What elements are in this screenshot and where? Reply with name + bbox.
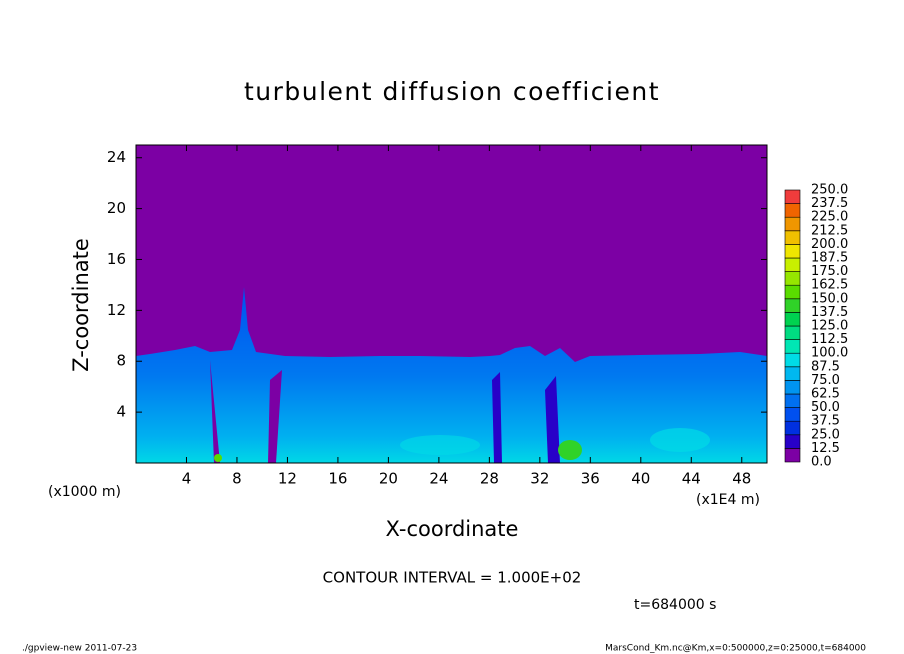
x-tick-label: 44 — [682, 470, 701, 488]
colorbar-label: 200.0 — [811, 237, 848, 252]
colorbar-label: 125.0 — [811, 319, 848, 334]
colorbar-box — [784, 366, 801, 381]
field — [136, 145, 767, 463]
colorbar-box — [784, 339, 801, 354]
colorbar-box — [784, 216, 801, 232]
colorbar-label: 50.0 — [811, 400, 840, 415]
colorbar-label: 12.5 — [811, 441, 840, 456]
colorbar-box — [784, 407, 801, 422]
colorbar-box — [784, 189, 801, 204]
colorbar-box — [784, 203, 801, 218]
x-unit-left: (x1000 m) — [48, 484, 121, 500]
plot-frame — [135, 144, 768, 464]
contour-interval: CONTOUR INTERVAL = 1.000E+02 — [323, 569, 582, 587]
colorbar-label: 100.0 — [811, 346, 848, 361]
y-axis-label: Z-coordinate — [69, 238, 93, 372]
colorbar-box — [784, 380, 801, 395]
colorbar-label: 112.5 — [811, 332, 848, 347]
y-tick-label: 4 — [116, 403, 126, 421]
x-tick-label: 8 — [232, 470, 242, 488]
colorbar-label: 87.5 — [811, 359, 840, 374]
x-axis-label: X-coordinate — [386, 517, 519, 541]
colorbar-box — [784, 325, 801, 340]
x-tick-label: 48 — [732, 470, 751, 488]
colorbar-label: 25.0 — [811, 427, 840, 442]
time-label: t=684000 s — [634, 597, 716, 613]
colorbar-label: 62.5 — [811, 387, 840, 402]
x-tick-label: 36 — [581, 470, 600, 488]
chart-title: turbulent diffusion coefficient — [244, 77, 660, 106]
y-tick-label: 24 — [107, 148, 126, 166]
x-tick-label: 16 — [328, 470, 347, 488]
y-tick-label: 8 — [116, 352, 126, 370]
colorbar-box — [784, 393, 801, 408]
x-tick-label: 32 — [530, 470, 549, 488]
x-tick-label: 12 — [278, 470, 297, 488]
colorbar-box — [784, 434, 801, 449]
colorbar-label: 150.0 — [811, 291, 848, 306]
colorbar-label: 212.5 — [811, 223, 848, 238]
colorbar-label: 237.5 — [811, 196, 848, 211]
y-tick-label: 16 — [107, 250, 126, 268]
colorbar-label: 37.5 — [811, 414, 840, 429]
colorbar-box — [784, 352, 801, 368]
colorbar-box — [784, 244, 801, 259]
x-tick-label: 28 — [480, 470, 499, 488]
colorbar-box — [784, 230, 801, 245]
y-tick-label: 12 — [107, 301, 126, 319]
y-tick-label: 20 — [107, 199, 126, 217]
x-tick-label: 24 — [429, 470, 448, 488]
x-tick-label: 20 — [379, 470, 398, 488]
colorbar-label: 250.0 — [811, 183, 848, 198]
x-unit-right: (x1E4 m) — [696, 492, 760, 508]
colorbar-box — [784, 271, 801, 286]
footer-right: MarsCond_Km.nc@Km,x=0:500000,z=0:25000,t… — [605, 644, 866, 654]
colorbar-label: 187.5 — [811, 251, 848, 266]
colorbar-box — [784, 257, 801, 272]
colorbar-box — [784, 312, 801, 327]
colorbar-label: 162.5 — [811, 278, 848, 293]
colorbar-box — [784, 298, 801, 313]
colorbar-label: 75.0 — [811, 373, 840, 388]
x-tick-label: 4 — [182, 470, 192, 488]
colorbar-label: 175.0 — [811, 264, 848, 279]
colorbar-box — [784, 420, 801, 436]
colorbar-label: 137.5 — [811, 305, 848, 320]
colorbar-label: 225.0 — [811, 210, 848, 225]
colorbar-box — [784, 284, 801, 300]
x-tick-label: 40 — [631, 470, 650, 488]
colorbar-box — [784, 448, 801, 463]
footer-left: ./gpview-new 2011-07-23 — [22, 644, 137, 654]
colorbar-label: 0.0 — [811, 455, 832, 470]
